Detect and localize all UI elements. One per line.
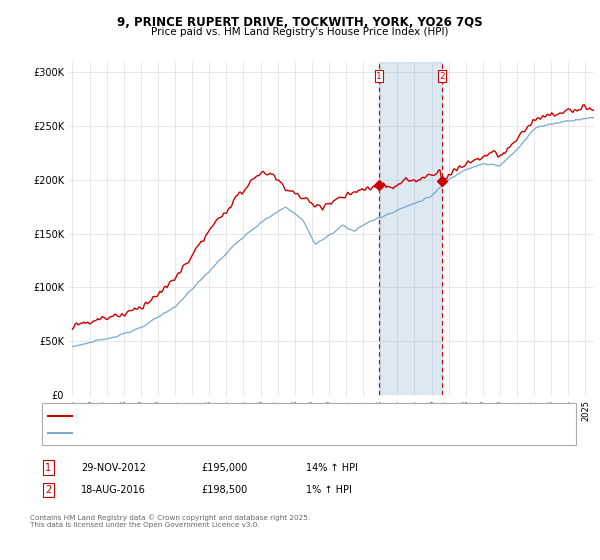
Text: 1: 1 — [376, 72, 382, 81]
Text: 9, PRINCE RUPERT DRIVE, TOCKWITH, YORK, YO26 7QS (semi-detached house): 9, PRINCE RUPERT DRIVE, TOCKWITH, YORK, … — [75, 411, 405, 421]
Text: 1: 1 — [45, 463, 51, 473]
Text: 29-NOV-2012: 29-NOV-2012 — [81, 463, 146, 473]
Text: HPI: Average price, semi-detached house, North Yorkshire: HPI: Average price, semi-detached house,… — [75, 428, 319, 437]
Text: 18-AUG-2016: 18-AUG-2016 — [81, 485, 146, 495]
Text: 1% ↑ HPI: 1% ↑ HPI — [306, 485, 352, 495]
Text: Price paid vs. HM Land Registry's House Price Index (HPI): Price paid vs. HM Land Registry's House … — [151, 27, 449, 37]
Text: 2: 2 — [440, 72, 445, 81]
Text: Contains HM Land Registry data © Crown copyright and database right 2025.
This d: Contains HM Land Registry data © Crown c… — [30, 514, 310, 528]
Text: 2: 2 — [45, 485, 51, 495]
Text: £195,000: £195,000 — [201, 463, 247, 473]
Text: 9, PRINCE RUPERT DRIVE, TOCKWITH, YORK, YO26 7QS: 9, PRINCE RUPERT DRIVE, TOCKWITH, YORK, … — [117, 16, 483, 29]
Bar — [379, 62, 442, 395]
Text: 14% ↑ HPI: 14% ↑ HPI — [306, 463, 358, 473]
Text: £198,500: £198,500 — [201, 485, 247, 495]
